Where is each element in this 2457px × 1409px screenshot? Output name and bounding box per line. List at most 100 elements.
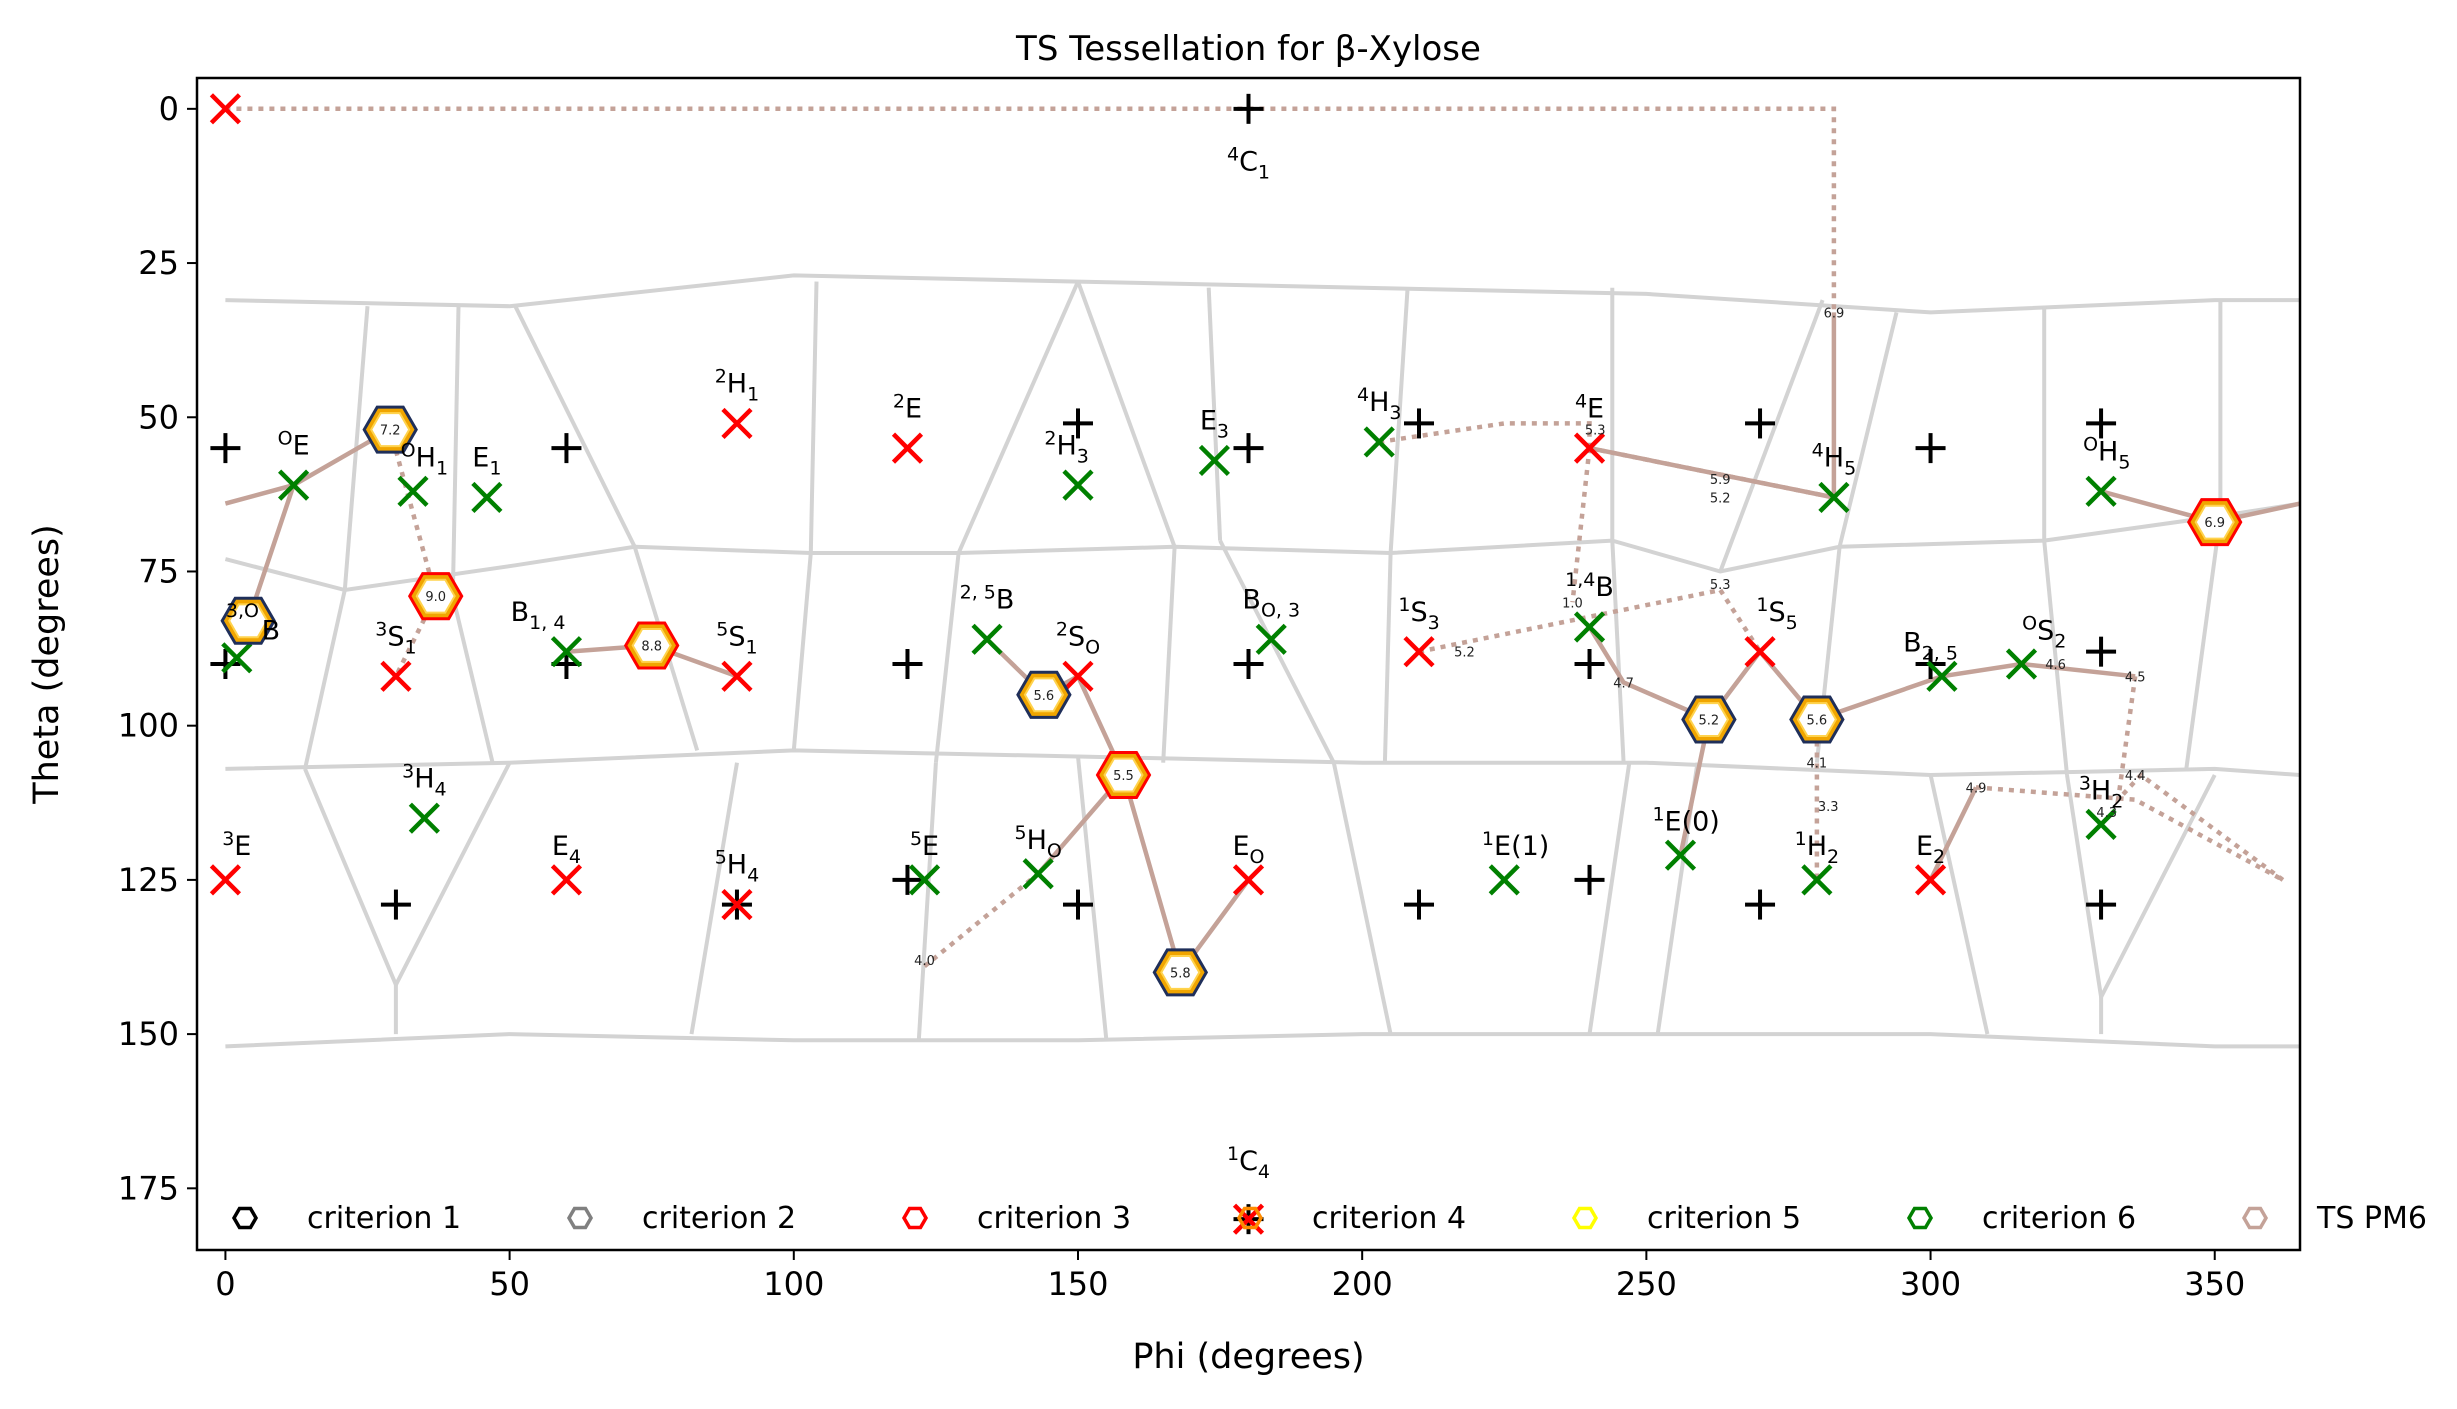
reference-plus-marker — [1745, 889, 1776, 920]
ts-path-dashed — [1378, 421, 1592, 449]
criterion-3-marker — [721, 888, 753, 921]
x-tick-label: 0 — [215, 1265, 235, 1303]
ts-value-label: 5.2 — [1710, 491, 1731, 506]
criterion-3-marker — [1062, 660, 1094, 692]
tessellation-edge — [1928, 774, 1990, 1035]
axes: 0 50 100 150 200 250 300 350 0 25 50 75 100 125 150 175 — [118, 76, 2302, 1303]
legend-marker — [1571, 1206, 1599, 1230]
tessellation-edge — [916, 762, 938, 1041]
reference-plus-marker — [1404, 408, 1435, 439]
legend-entry: criterion 1 — [231, 1201, 461, 1236]
criterion-6-marker — [1926, 660, 1958, 692]
ts-path-solid — [1587, 625, 1710, 722]
conformer-label: 1C4 — [1227, 1143, 1270, 1183]
reference-plus-marker — [1062, 889, 1093, 920]
ts-value-label: 3.3 — [1818, 800, 1839, 815]
ts-path-dashed — [1570, 447, 1592, 603]
tessellation-edge — [956, 280, 1080, 554]
ts-energy-label: 5.6 — [1807, 714, 1828, 729]
tessellation-edge — [225, 748, 2300, 778]
conformer-label: 5HO — [1015, 822, 1062, 862]
reference-plus-marker — [892, 649, 923, 679]
criterion-3-marker — [1573, 432, 1606, 464]
reference-plus-marker — [1233, 433, 1264, 464]
criterion-6-marker — [1198, 444, 1230, 477]
criterion-3-marker — [1403, 636, 1435, 668]
conformer-label: 5H4 — [715, 847, 760, 887]
reference-plus-marker — [1233, 93, 1264, 124]
tessellation-edge — [513, 305, 637, 548]
tessellation-edge — [1331, 762, 1393, 1035]
x-tick-label: 150 — [1047, 1265, 1108, 1303]
tessellation-edge — [1076, 756, 1109, 1041]
ts-energy-label: 5.8 — [1170, 966, 1191, 981]
tessellation-edge — [1610, 540, 1626, 763]
conformer-label: E1 — [472, 443, 501, 480]
tessellation-edge — [450, 306, 461, 597]
tessellation-edge — [225, 273, 2300, 315]
legend-label: TS PM6 — [2316, 1201, 2427, 1236]
ts-value-label: 4.3 — [2096, 806, 2117, 821]
criterion-3-marker — [209, 93, 242, 125]
criterion-6-marker — [1818, 481, 1850, 514]
ts-path-solid — [1928, 786, 1979, 881]
conformer-label: OS2 — [2022, 612, 2066, 652]
ts-value-label: 4.9 — [1966, 781, 1987, 796]
x-tick-label: 250 — [1616, 1265, 1677, 1303]
ts-energy-label: 5.2 — [1699, 714, 1720, 729]
tessellation-edge — [225, 1032, 2300, 1049]
criterion-3-marker — [721, 407, 753, 440]
conformer-label: 1E(0) — [1652, 804, 1719, 838]
criterion-6-marker — [1062, 469, 1094, 501]
conformer-label: 2SO — [1056, 618, 1100, 658]
conformer-label: 1H2 — [1795, 828, 1840, 868]
legend-label: criterion 6 — [1982, 1201, 2136, 1236]
tessellation-edge — [1587, 762, 1632, 1035]
legend-label: criterion 2 — [642, 1201, 796, 1236]
ts-hexagon-marker: 5.5 — [1095, 751, 1152, 799]
tessellation-edge — [1218, 539, 1336, 764]
legend-entry: criterion 2 — [566, 1201, 796, 1236]
legend-label: criterion 1 — [307, 1201, 461, 1236]
tessellation-edge — [224, 501, 2300, 593]
reference-plus-marker — [1915, 433, 1946, 464]
legend-entry: criterion 5 — [1571, 1201, 1801, 1236]
ts-value-label: 5.3 — [1585, 424, 1606, 439]
legend-marker — [1906, 1206, 1934, 1230]
criterion-6-marker — [278, 469, 310, 501]
y-tick-label: 100 — [118, 707, 179, 745]
criterion-6-marker — [1363, 426, 1395, 458]
reference-plus-marker — [1574, 864, 1605, 895]
legend: criterion 1 criterion 2 criterion 3 criteri… — [231, 1201, 2427, 1236]
criterion-6-marker — [1573, 611, 1606, 643]
legend-label: criterion 3 — [977, 1201, 1131, 1236]
conformer-label: 4E — [1575, 390, 1604, 424]
reference-plus-marker — [380, 889, 411, 920]
reference-plus-marker — [1233, 649, 1264, 679]
criterion-3-marker — [1232, 864, 1265, 896]
conformer-label: B1, 4 — [511, 597, 566, 634]
x-tick-label: 50 — [489, 1265, 530, 1303]
y-tick-label: 0 — [159, 90, 179, 128]
tessellation-edge — [1718, 299, 1825, 573]
criterion-6-marker — [397, 475, 429, 507]
criterion-6-marker — [221, 642, 253, 674]
legend-entry: criterion 4 — [1236, 1201, 1466, 1236]
ts-path-dashed — [1975, 785, 2284, 882]
ts-hexagon-marker — [220, 596, 276, 645]
criterion-6-marker — [2005, 648, 2038, 680]
x-axis-label: Phi (degrees) — [1132, 1337, 1364, 1377]
ts-hexagon-marker: 5.6 — [1016, 670, 1072, 719]
ts-hexagon-marker: 5.8 — [1152, 948, 1209, 997]
ts-path-dashed — [1589, 445, 1835, 500]
tessellation-edge — [1382, 552, 1393, 763]
ts-energy-label: 6.9 — [2204, 516, 2225, 531]
y-tick-label: 75 — [138, 552, 179, 590]
conformer-label: OE — [278, 427, 310, 461]
conformer-label: 1S5 — [1756, 594, 1797, 634]
conformer-label: 4C1 — [1227, 144, 1270, 184]
reference-plus-marker — [1404, 889, 1435, 920]
ts-hexagon-marker: 7.2 — [362, 405, 418, 454]
y-tick-label: 125 — [118, 861, 179, 899]
tessellation-edge — [689, 762, 739, 1035]
